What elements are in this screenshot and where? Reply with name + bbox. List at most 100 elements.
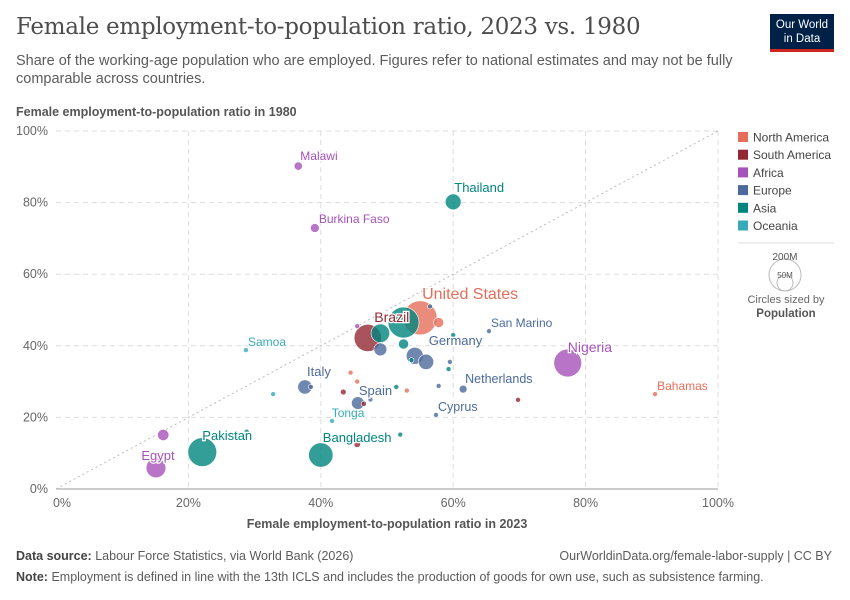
data-point[interactable] [408,357,415,363]
data-point[interactable] [347,369,354,376]
data-point[interactable] [458,384,468,394]
data-point[interactable] [433,317,445,328]
data-point[interactable] [157,428,170,441]
source-text[interactable]: Labour Force Statistics, via World Bank … [95,549,354,563]
data-point[interactable] [433,412,439,418]
x-tick-label: 0% [53,496,71,510]
data-point[interactable] [486,328,492,334]
legend-item: Asia [753,201,777,215]
data-point[interactable] [367,396,374,403]
x-tick-label: 100% [702,496,734,510]
point-label: San Marino [491,316,553,330]
data-point[interactable] [329,418,335,424]
data-point[interactable] [553,348,582,378]
point-label: Spain [359,383,392,398]
legend-swatch[interactable] [738,132,748,142]
data-point[interactable] [354,378,361,385]
point-label: Bangladesh [323,430,392,445]
data-point[interactable] [418,353,435,370]
source-url[interactable]: OurWorldinData.org/female-labor-supply |… [559,549,832,563]
chart-title: Female employment-to-population ratio, 2… [16,14,641,40]
data-point[interactable] [308,442,334,468]
y-tick-label: 40% [23,339,48,353]
legend-swatch[interactable] [738,202,748,213]
point-label: Germany [429,333,483,348]
point-label: Brazil [374,309,409,325]
y-tick-label: 60% [23,267,48,281]
legend-item: South America [753,148,831,162]
data-point[interactable] [445,366,452,372]
data-point[interactable] [243,347,249,353]
data-point[interactable] [145,457,167,479]
data-point[interactable] [445,193,462,211]
data-point[interactable] [404,387,410,394]
data-point[interactable] [340,388,347,396]
data-point[interactable] [435,383,442,389]
data-point[interactable] [308,384,314,390]
data-point[interactable] [393,384,400,390]
data-point[interactable] [354,323,361,329]
data-point[interactable] [243,428,250,435]
logo-line1: Our World [775,19,829,31]
legend-swatch[interactable] [738,167,748,178]
data-point[interactable] [293,161,303,171]
data-point[interactable] [397,431,404,438]
point-label: Thailand [454,180,504,195]
legend-swatch[interactable] [738,220,748,231]
data-point[interactable] [398,338,409,350]
legend-item: Africa [753,166,784,180]
point-label: Nigeria [568,339,613,355]
point-label: Egypt [141,448,175,463]
point-label: Bahamas [657,379,708,393]
point-label: Malawi [300,149,337,163]
diagonal-reference-line [55,130,719,490]
point-label: Italy [307,364,331,379]
data-point[interactable] [387,306,420,339]
x-tick-label: 80% [573,496,598,510]
size-legend-caption: Circles sized by [747,294,825,306]
legend-swatch[interactable] [738,149,748,160]
data-point[interactable] [652,391,658,397]
data-source: Data source: Labour Force Statistics, vi… [16,549,353,563]
point-label: United States [422,286,518,303]
x-tick-label: 40% [308,496,333,510]
data-point[interactable] [515,397,521,403]
note-label: Note: [16,570,48,584]
point-label: Burkina Faso [319,212,390,226]
scatter-chart: Female employment-to-population ratio in… [16,105,834,531]
size-legend-small-label: 50M [777,271,793,280]
legend-item: Europe [753,184,792,198]
legend-swatch[interactable] [738,185,748,196]
legend-item: Oceania [753,219,798,233]
y-axis-label: Female employment-to-population ratio in… [16,105,297,119]
data-point[interactable] [310,223,320,233]
size-legend-large-label: 200M [772,252,797,263]
y-tick-label: 80% [23,196,48,210]
data-point[interactable] [447,359,453,365]
point-label: Pakistan [202,428,252,443]
logo-line2: in Data [783,33,821,45]
x-tick-label: 60% [441,496,466,510]
x-axis-label: Female employment-to-population ratio in… [247,517,528,531]
size-legend-variable: Population [756,308,815,320]
data-point[interactable] [187,437,217,467]
chart-note: Note: Employment is defined in line with… [16,570,764,584]
y-tick-label: 0% [30,482,48,496]
data-point[interactable] [450,332,457,338]
data-point[interactable] [360,400,367,407]
point-label: Samoa [248,335,286,349]
data-point[interactable] [427,303,433,310]
chart-subtitle: Share of the working-age population who … [16,53,733,87]
data-point[interactable] [353,440,361,448]
owid-logo[interactable]: Our World in Data [770,14,834,52]
y-tick-label: 100% [16,124,48,138]
x-tick-label: 20% [176,496,201,510]
data-point[interactable] [270,391,276,397]
note-text: Employment is defined in line with the 1… [51,570,764,584]
point-label: Tonga [332,406,365,420]
data-point[interactable] [373,342,388,357]
point-label: Cyprus [438,400,478,414]
size-legend-small-circle [776,274,794,292]
y-tick-label: 20% [23,410,48,424]
data-point[interactable] [370,323,390,343]
